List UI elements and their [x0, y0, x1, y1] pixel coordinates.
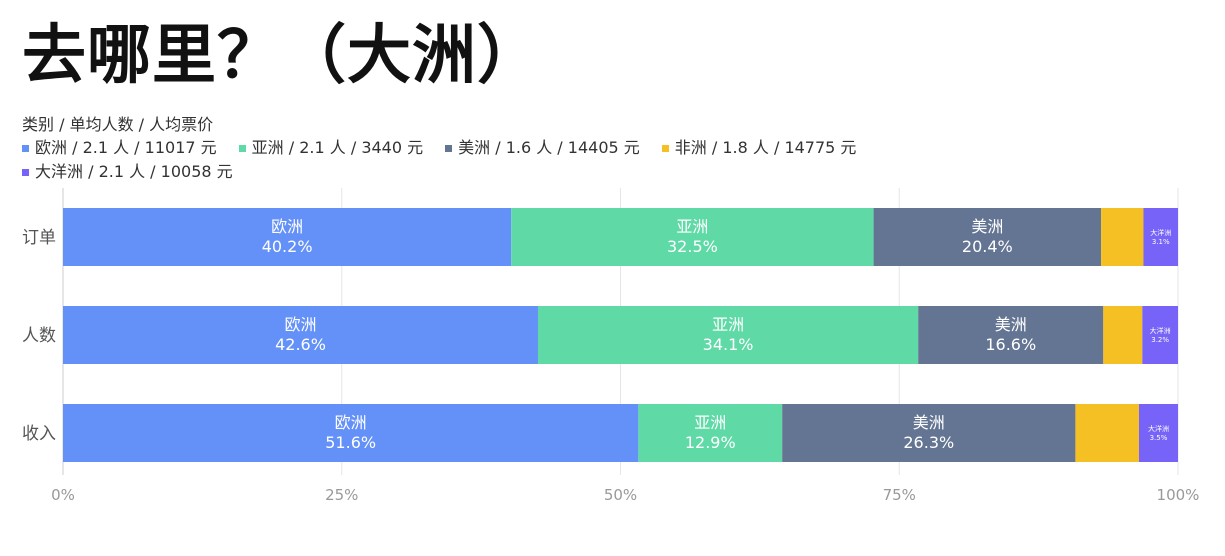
- y-category-label: 收入: [22, 424, 56, 444]
- x-tick-label: 0%: [51, 486, 75, 504]
- legend-label: 欧洲 / 2.1 人 / 11017 元: [35, 138, 217, 157]
- bar-value-label: 3.1%: [1152, 238, 1170, 246]
- bar-value-label: 42.6%: [275, 335, 326, 354]
- bar-segment: [511, 208, 874, 266]
- bar-series-label: 美洲: [913, 413, 945, 432]
- legend-label: 亚洲 / 2.1 人 / 3440 元: [251, 138, 424, 157]
- bar-segment: [63, 208, 512, 266]
- bar-series-label: 欧洲: [335, 413, 367, 432]
- bar-segment: [1075, 404, 1139, 462]
- legend-swatch: [22, 168, 29, 176]
- x-tick-label: 25%: [325, 486, 358, 504]
- bar-series-label: 大洋洲: [1150, 228, 1171, 237]
- legend-item-oceania[interactable]: 大洋洲 / 2.1 人 / 10058 元: [22, 160, 233, 184]
- bar-series-label: 美洲: [995, 315, 1027, 334]
- legend-items: 欧洲 / 2.1 人 / 11017 元 亚洲 / 2.1 人 / 3440 元…: [22, 136, 952, 184]
- bar-value-label: 12.9%: [685, 433, 736, 452]
- bar-segment: [1138, 404, 1178, 462]
- legend: 类别 / 单均人数 / 人均票价 欧洲 / 2.1 人 / 11017 元 亚洲…: [22, 114, 1022, 184]
- bar-segment: [873, 208, 1102, 266]
- bar-series-label: 大洋洲: [1148, 424, 1169, 433]
- legend-swatch: [661, 144, 669, 152]
- bar-value-label: 51.6%: [325, 433, 376, 452]
- y-category-label: 人数: [22, 326, 56, 346]
- legend-swatch: [445, 144, 453, 152]
- bar-segment: [1103, 306, 1143, 364]
- bar-segment: [1143, 208, 1178, 266]
- bar-series-label: 亚洲: [712, 315, 744, 334]
- bar-segment: [782, 404, 1076, 462]
- bar-segment: [1142, 306, 1178, 364]
- legend-item-europe[interactable]: 欧洲 / 2.1 人 / 11017 元: [22, 136, 217, 160]
- bar-value-label: 3.5%: [1150, 434, 1168, 442]
- legend-item-africa[interactable]: 非洲 / 1.8 人 / 14775 元: [661, 136, 857, 160]
- y-category-label: 订单: [22, 228, 56, 248]
- bar-value-label: 16.6%: [985, 335, 1036, 354]
- legend-item-americas[interactable]: 美洲 / 1.6 人 / 14405 元: [445, 136, 640, 160]
- bar-value-label: 26.3%: [903, 433, 954, 452]
- legend-label: 美洲 / 1.6 人 / 14405 元: [458, 138, 640, 157]
- bar-value-label: 3.2%: [1151, 336, 1169, 344]
- x-tick-label: 75%: [883, 486, 916, 504]
- bar-segment: [63, 404, 639, 462]
- bar-segment: [537, 306, 919, 364]
- legend-item-asia[interactable]: 亚洲 / 2.1 人 / 3440 元: [238, 136, 424, 160]
- bar-series-label: 大洋洲: [1150, 326, 1171, 335]
- bar-series-label: 亚洲: [676, 217, 708, 236]
- page-title: 去哪里？（大洲）: [22, 19, 542, 93]
- bar-series-label: 欧洲: [271, 217, 303, 236]
- bar-series-label: 欧洲: [284, 315, 316, 334]
- bar-segment: [638, 404, 783, 462]
- bar-segment: [1101, 208, 1144, 266]
- legend-label: 非洲 / 1.8 人 / 14775 元: [674, 138, 857, 157]
- x-tick-label: 100%: [1157, 486, 1200, 504]
- bar-value-label: 32.5%: [667, 237, 718, 256]
- legend-label: 大洋洲 / 2.1 人 / 10058 元: [35, 162, 233, 181]
- bar-series-label: 亚洲: [694, 413, 726, 432]
- x-tick-label: 50%: [604, 486, 637, 504]
- bar-value-label: 20.4%: [962, 237, 1013, 256]
- legend-title: 类别 / 单均人数 / 人均票价: [22, 115, 214, 134]
- bar-series-label: 美洲: [971, 217, 1003, 236]
- legend-swatch: [22, 144, 29, 152]
- bar-segment: [918, 306, 1104, 364]
- legend-swatch: [238, 144, 246, 152]
- bar-segment: [63, 306, 538, 364]
- bar-value-label: 34.1%: [703, 335, 754, 354]
- bar-value-label: 40.2%: [262, 237, 313, 256]
